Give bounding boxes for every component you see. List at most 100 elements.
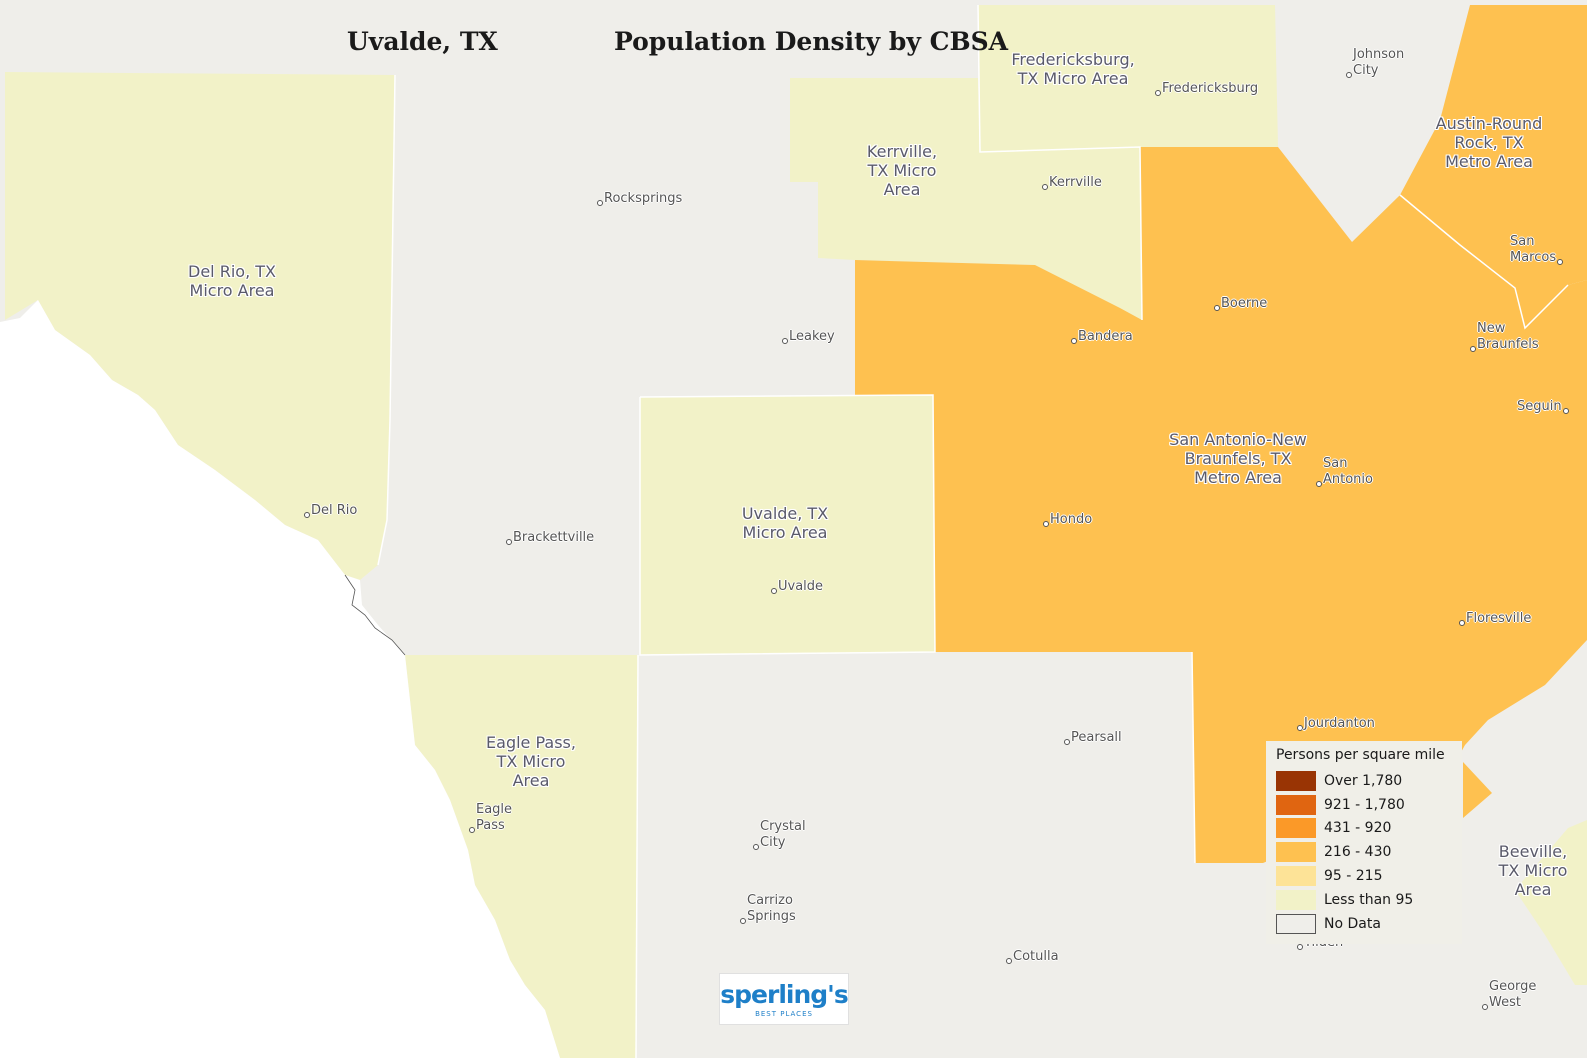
city-name: Carrizo Springs xyxy=(747,893,796,924)
region-beeville xyxy=(1515,820,1587,985)
city-new-braunfels: New Braunfels xyxy=(1470,321,1539,353)
city-brackettville: Brackettville xyxy=(506,530,594,546)
city-dot-icon xyxy=(771,588,777,594)
city-floresville: Floresville xyxy=(1459,611,1531,627)
city-name: Jourdanton xyxy=(1304,716,1375,731)
sperlings-logo[interactable]: sperling's BEST PLACES xyxy=(719,973,849,1025)
map-location-title: Uvalde, TX xyxy=(347,27,498,56)
city-dot-icon xyxy=(1316,481,1322,487)
city-uvalde: Uvalde xyxy=(771,579,823,595)
city-name: Uvalde xyxy=(778,579,824,594)
legend-label: Less than 95 xyxy=(1324,891,1414,908)
region-del-rio xyxy=(5,72,395,580)
region-label-uvalde: Uvalde, TX Micro Area xyxy=(741,504,829,542)
city-name: Fredericksburg xyxy=(1162,81,1259,96)
legend-item: 431 - 920 xyxy=(1276,817,1452,841)
city-boerne: Boerne xyxy=(1214,296,1267,312)
region-san-antonio-fragment xyxy=(1463,762,1492,818)
region-austin xyxy=(1400,5,1587,328)
legend-item: 216 - 430 xyxy=(1276,840,1452,864)
city-name: Hondo xyxy=(1050,512,1093,527)
city-name: Brackettville xyxy=(513,530,595,545)
city-name: Boerne xyxy=(1221,296,1268,311)
region-borders xyxy=(377,4,1569,1058)
legend-item: 95 - 215 xyxy=(1276,864,1452,888)
logo-wordmark: sperling's xyxy=(720,980,848,1009)
legend-label: 921 - 1,780 xyxy=(1324,796,1405,813)
city-george-west: George West xyxy=(1482,979,1536,1011)
legend-swatch xyxy=(1276,889,1316,910)
region-san-antonio xyxy=(855,147,1587,863)
region-label-beeville: Beeville, TX Micro Area xyxy=(1498,842,1568,899)
legend-swatch xyxy=(1276,794,1316,815)
legend-swatch xyxy=(1276,913,1316,934)
city-dot-icon xyxy=(740,918,746,924)
city-hondo: Hondo xyxy=(1043,512,1092,528)
legend-item: 921 - 1,780 xyxy=(1276,793,1452,817)
city-san-antonio: San Antonio xyxy=(1316,456,1373,488)
city-dot-icon xyxy=(1297,944,1303,950)
legend-item: No Data xyxy=(1276,912,1452,936)
map-title: Population Density by CBSA xyxy=(614,27,1009,56)
legend-label: No Data xyxy=(1324,915,1381,932)
city-dot-icon xyxy=(1470,346,1476,352)
city-dot-icon xyxy=(506,539,512,545)
city-del-rio: Del Rio xyxy=(304,503,357,519)
region-label-eagle-pass: Eagle Pass, TX Micro Area xyxy=(486,733,576,790)
legend-label: 431 - 920 xyxy=(1324,820,1392,837)
region-label-fredericksburg: Fredericksburg, TX Micro Area xyxy=(1011,50,1135,88)
city-dot-icon xyxy=(782,338,788,344)
city-dot-icon xyxy=(753,844,759,850)
city-eagle-pass: Eagle Pass xyxy=(469,802,512,834)
city-carrizo-springs: Carrizo Springs xyxy=(740,893,796,925)
region-label-kerrville: Kerrville, TX Micro Area xyxy=(866,142,938,199)
region-label-austin: Austin-Round Rock, TX Metro Area xyxy=(1435,114,1543,171)
city-name: Bandera xyxy=(1078,329,1133,344)
region-label-san-antonio: San Antonio-New Braunfels, TX Metro Area xyxy=(1169,430,1307,487)
city-dot-icon xyxy=(1346,72,1352,78)
region-uvalde xyxy=(640,395,935,655)
city-dot-icon xyxy=(1006,958,1012,964)
legend-swatch xyxy=(1276,818,1316,839)
city-san-marcos: San Marcos xyxy=(1510,234,1564,266)
city-pearsall: Pearsall xyxy=(1064,730,1122,746)
legend-swatch xyxy=(1276,770,1316,791)
city-dot-icon xyxy=(1042,184,1048,190)
city-name: Del Rio xyxy=(311,503,358,518)
city-name: New Braunfels xyxy=(1477,321,1539,352)
legend-label: 216 - 430 xyxy=(1324,844,1392,861)
city-dot-icon xyxy=(469,827,475,833)
city-name: George West xyxy=(1489,979,1537,1010)
legend-label: 95 - 215 xyxy=(1324,868,1383,885)
city-dot-icon xyxy=(1043,521,1049,527)
city-bandera: Bandera xyxy=(1071,329,1133,345)
legend-label: Over 1,780 xyxy=(1324,772,1403,789)
city-dot-icon xyxy=(1064,739,1070,745)
city-dot-icon xyxy=(1482,1004,1488,1010)
logo-tagline: BEST PLACES xyxy=(755,1010,813,1018)
city-dot-icon xyxy=(1071,338,1077,344)
city-name: Pearsall xyxy=(1071,730,1122,745)
legend-item: Less than 95 xyxy=(1276,888,1452,912)
city-name: Kerrville xyxy=(1049,175,1102,190)
city-name: Eagle Pass xyxy=(476,802,513,833)
map-legend: Persons per square mile Over 1,780 921 -… xyxy=(1266,741,1462,944)
city-cotulla: Cotulla xyxy=(1006,949,1059,965)
city-name: San Marcos xyxy=(1510,234,1557,265)
city-name: Seguin xyxy=(1517,399,1562,414)
region-kerrville xyxy=(790,78,1142,320)
city-name: San Antonio xyxy=(1323,456,1373,487)
city-jourdanton: Jourdanton xyxy=(1297,716,1375,732)
city-dot-icon xyxy=(1562,408,1569,414)
city-name: Rocksprings xyxy=(604,191,683,206)
city-rocksprings: Rocksprings xyxy=(597,191,682,207)
city-johnson-city: Johnson City xyxy=(1346,47,1404,79)
city-name: Johnson City xyxy=(1353,47,1405,78)
region-eagle-pass xyxy=(405,655,638,1058)
city-dot-icon xyxy=(1214,305,1220,311)
legend-item: Over 1,780 xyxy=(1276,769,1452,793)
city-name: Leakey xyxy=(789,329,835,344)
city-dot-icon xyxy=(1557,259,1564,265)
legend-title: Persons per square mile xyxy=(1276,747,1445,763)
city-seguin: Seguin xyxy=(1517,399,1569,415)
